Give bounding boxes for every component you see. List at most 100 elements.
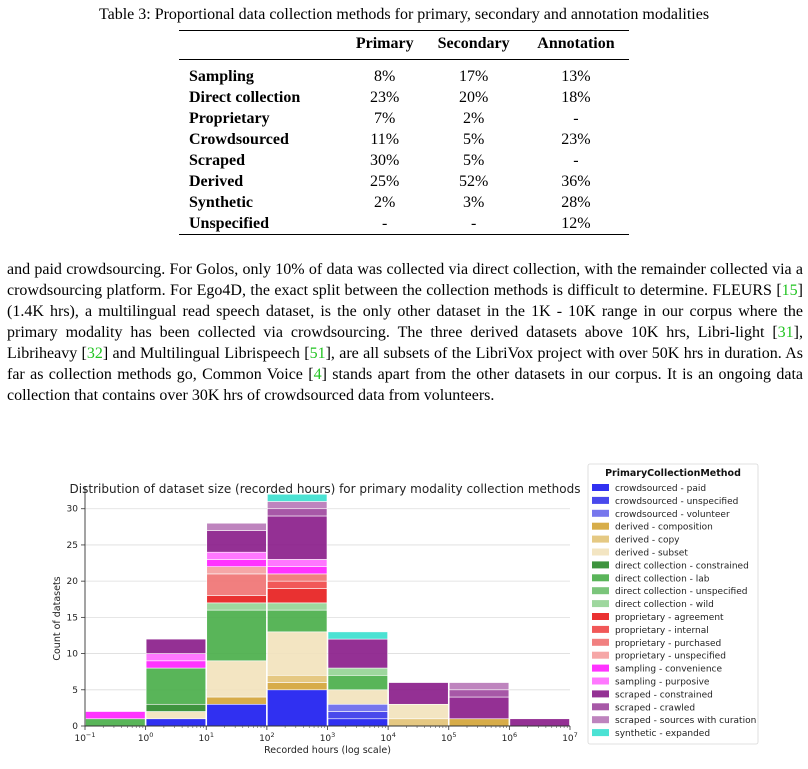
cell-annotation: 12%	[561, 215, 591, 232]
bar-segment	[267, 580, 328, 589]
bar-segment	[267, 631, 328, 676]
row-label: Proprietary	[189, 110, 270, 127]
text-span: ] and Multilingual Librispeech [	[102, 345, 310, 362]
cell-annotation: 13%	[561, 68, 591, 85]
cell-annotation: -	[573, 110, 579, 127]
legend-box	[587, 463, 759, 745]
citation-link[interactable]: 15	[781, 282, 798, 299]
bar-segment	[267, 609, 328, 633]
bar-segment	[206, 551, 267, 560]
bar-segment	[267, 602, 328, 611]
table-row: Sampling 8% 17% 13%	[179, 60, 629, 88]
citation-link[interactable]: 4	[313, 366, 322, 383]
text-span: ], Libriheavy [	[7, 324, 803, 362]
cell-secondary: 20%	[458, 89, 489, 106]
bar-segment	[327, 667, 388, 676]
chart-title: Distribution of dataset size (recorded h…	[70, 482, 581, 496]
legend-swatch	[592, 651, 609, 659]
bar-segment	[206, 696, 267, 705]
legend-title: PrimaryCollectionMethod	[605, 468, 741, 479]
column-header: Secondary	[437, 35, 510, 52]
legend-swatch	[592, 522, 609, 530]
bar-segment	[145, 638, 207, 654]
cell-primary: 8%	[374, 68, 396, 85]
legend-entry: scraped - constrained	[615, 690, 713, 700]
legend-swatch	[592, 484, 609, 491]
bar-segment	[267, 689, 328, 727]
bar-segment	[267, 493, 328, 502]
cell-secondary: -	[470, 215, 477, 232]
bar-segment	[327, 718, 388, 727]
row-label: Sampling	[189, 68, 254, 85]
x-tick-label: 104	[380, 731, 396, 744]
legend-entry: direct collection - unspecified	[615, 587, 747, 597]
legend-swatch	[592, 496, 609, 504]
histogram-chart: Distribution of dataset size (recorded h…	[52, 463, 759, 756]
legend-swatch	[592, 574, 609, 582]
table-body: Sampling 8% 17% 13% Direct collection 23% 20% 1…	[179, 60, 629, 235]
y-tick-label: 10	[67, 650, 79, 660]
x-tick-label: 106	[502, 731, 518, 744]
table-row: Direct collection 23% 20% 18%	[179, 87, 629, 108]
table-row: Synthetic 2% 3% 28%	[179, 192, 629, 213]
bar-segment	[267, 501, 328, 510]
legend-swatch	[592, 703, 609, 711]
legend-entry: sampling - convenience	[615, 665, 722, 675]
bar-segment	[145, 667, 207, 705]
cell-primary: 7%	[374, 110, 396, 127]
table-row: Derived 25% 52% 36%	[179, 171, 629, 192]
table-row: Unspecified - - 12%	[179, 213, 629, 235]
x-tick-label: 101	[198, 731, 214, 744]
bar-segment	[267, 588, 328, 604]
y-axis-label: Count of datasets	[52, 576, 63, 660]
table-caption: Table 3: Proportional data collection me…	[98, 6, 710, 23]
bar-segment	[327, 689, 388, 705]
legend-swatch	[592, 587, 609, 595]
legend-swatch	[592, 625, 609, 633]
legend-swatch	[592, 716, 609, 724]
bar-segment	[206, 522, 267, 531]
citation-link[interactable]: 32	[86, 345, 103, 362]
x-tick-label: 10−1	[74, 731, 95, 744]
x-tick-label: 102	[259, 731, 275, 744]
bar-segment	[448, 718, 510, 727]
legend-entry: proprietary - unspecified	[615, 652, 726, 662]
cell-secondary: 52%	[458, 173, 489, 190]
cell-primary: 30%	[370, 152, 400, 169]
citation-link[interactable]: 51	[309, 345, 326, 362]
bar-segment	[85, 711, 146, 720]
legend-swatch	[592, 729, 609, 737]
cell-annotation: 28%	[561, 194, 591, 211]
legend-entry: sampling - purposive	[615, 678, 710, 688]
bar-segment	[327, 675, 388, 691]
legend-entry: scraped - sources with curation	[615, 716, 756, 726]
legend-entry: derived - subset	[615, 549, 688, 559]
body-paragraph: and paid crowdsourcing. For Golos, only …	[7, 259, 803, 406]
bar-segment	[388, 718, 449, 727]
y-tick-label: 25	[67, 541, 78, 551]
bar-segment	[145, 653, 207, 662]
bar-segment	[206, 609, 267, 662]
legend-entry: direct collection - wild	[615, 600, 714, 610]
cell-primary: -	[382, 215, 388, 232]
cell-primary: 25%	[370, 173, 400, 190]
bar-segment	[206, 660, 267, 698]
column-header: Annotation	[537, 35, 615, 52]
bar-segment	[145, 703, 207, 712]
row-label: Direct collection	[189, 89, 301, 106]
legend-entry: proprietary - internal	[615, 626, 709, 636]
row-label: Scraped	[189, 152, 245, 169]
cell-annotation: 36%	[561, 173, 591, 190]
legend-entry: direct collection - constrained	[615, 561, 749, 571]
citation-link[interactable]: 31	[777, 324, 794, 341]
table-header-row: Primary Secondary Annotation	[179, 30, 629, 60]
x-tick-label: 107	[562, 731, 578, 744]
legend-swatch	[592, 509, 609, 517]
bar-segment	[267, 566, 328, 575]
text-span: ] stands apart from the other datasets i…	[7, 366, 804, 404]
legend-entry: synthetic - expanded	[615, 729, 710, 739]
y-tick-label: 20	[67, 577, 79, 587]
legend-swatch	[592, 600, 609, 608]
cell-annotation: 18%	[561, 89, 591, 106]
x-tick-label: 103	[320, 731, 336, 744]
